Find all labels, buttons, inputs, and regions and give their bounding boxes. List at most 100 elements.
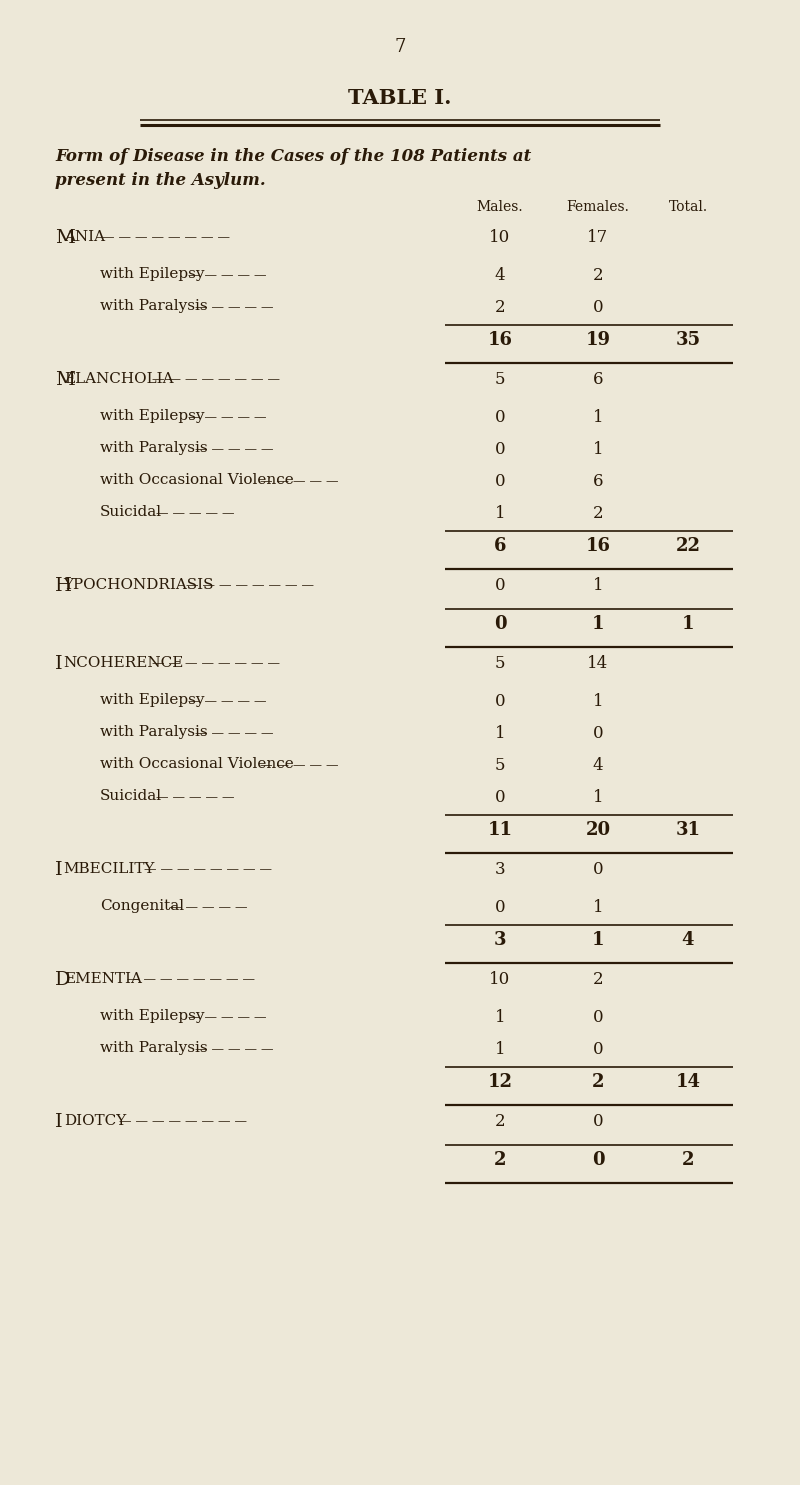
Text: 17: 17: [587, 229, 609, 247]
Text: — — — — — — — —: — — — — — — — —: [102, 232, 230, 244]
Text: 0: 0: [593, 861, 603, 878]
Text: 1: 1: [494, 725, 506, 742]
Text: 0: 0: [494, 408, 506, 426]
Text: 1: 1: [593, 441, 603, 457]
Text: with Epilepsy: with Epilepsy: [100, 267, 205, 281]
Text: Suicidal: Suicidal: [100, 789, 162, 803]
Text: 14: 14: [675, 1074, 701, 1091]
Text: with Paralysis: with Paralysis: [100, 441, 208, 454]
Text: D: D: [55, 971, 70, 989]
Text: 14: 14: [587, 655, 609, 673]
Text: 2: 2: [682, 1151, 694, 1169]
Text: 4: 4: [494, 267, 506, 284]
Text: 2: 2: [494, 1112, 506, 1130]
Text: 16: 16: [586, 538, 610, 555]
Text: 3: 3: [494, 931, 506, 949]
Text: with Occasional Violence: with Occasional Violence: [100, 757, 294, 771]
Text: — — — — —: — — — — —: [189, 1011, 267, 1025]
Text: ELANCHOLIA: ELANCHOLIA: [64, 373, 173, 386]
Text: I: I: [55, 861, 62, 879]
Text: 0: 0: [592, 1151, 604, 1169]
Text: — — — — — — — —: — — — — — — — —: [119, 1115, 247, 1129]
Text: — — — — —: — — — — —: [156, 792, 234, 803]
Text: 6: 6: [593, 371, 603, 388]
Text: M: M: [55, 371, 75, 389]
Text: — — — — — — — —: — — — — — — — —: [127, 973, 255, 986]
Text: 0: 0: [593, 1008, 603, 1026]
Text: 31: 31: [675, 821, 701, 839]
Text: 1: 1: [682, 615, 694, 633]
Text: H: H: [55, 578, 72, 595]
Text: 2: 2: [494, 298, 506, 316]
Text: with Epilepsy: with Epilepsy: [100, 1008, 205, 1023]
Text: — — — — —: — — — — —: [195, 728, 274, 740]
Text: 1: 1: [592, 931, 604, 949]
Text: — — — — —: — — — — —: [189, 695, 267, 708]
Text: 5: 5: [494, 757, 506, 774]
Text: Males.: Males.: [477, 200, 523, 214]
Text: 7: 7: [394, 39, 406, 56]
Text: 5: 5: [494, 655, 506, 673]
Text: 12: 12: [487, 1074, 513, 1091]
Text: 2: 2: [593, 971, 603, 988]
Text: 6: 6: [494, 538, 506, 555]
Text: 2: 2: [592, 1074, 604, 1091]
Text: — — — — — — — —: — — — — — — — —: [186, 579, 314, 593]
Text: 0: 0: [593, 298, 603, 316]
Text: 0: 0: [494, 474, 506, 490]
Text: 10: 10: [490, 971, 510, 988]
Text: with Paralysis: with Paralysis: [100, 298, 208, 313]
Text: 1: 1: [593, 898, 603, 916]
Text: with Occasional Violence: with Occasional Violence: [100, 474, 294, 487]
Text: 1: 1: [593, 693, 603, 710]
Text: 2: 2: [494, 1151, 506, 1169]
Text: 11: 11: [487, 821, 513, 839]
Text: Total.: Total.: [669, 200, 707, 214]
Text: — — — — —: — — — — —: [195, 1042, 274, 1056]
Text: Suicidal: Suicidal: [100, 505, 162, 518]
Text: 1: 1: [494, 505, 506, 523]
Text: M: M: [55, 229, 75, 247]
Text: 0: 0: [494, 898, 506, 916]
Text: — — — — —: — — — — —: [189, 269, 267, 282]
Text: — — — — —: — — — — —: [195, 301, 274, 313]
Text: 35: 35: [675, 331, 701, 349]
Text: — — — — — — — —: — — — — — — — —: [152, 656, 280, 670]
Text: 0: 0: [593, 725, 603, 742]
Text: present in the Asylum.: present in the Asylum.: [55, 172, 266, 189]
Text: — — — — — — — —: — — — — — — — —: [152, 373, 280, 386]
Text: — — — — — — — —: — — — — — — — —: [144, 863, 272, 876]
Text: with Paralysis: with Paralysis: [100, 725, 208, 740]
Text: 1: 1: [494, 1041, 506, 1057]
Text: 19: 19: [586, 331, 610, 349]
Text: 1: 1: [593, 789, 603, 806]
Text: 0: 0: [494, 441, 506, 457]
Text: 1: 1: [592, 615, 604, 633]
Text: I: I: [55, 655, 62, 673]
Text: — — — — —: — — — — —: [260, 475, 338, 489]
Text: Congenital: Congenital: [100, 898, 184, 913]
Text: 1: 1: [593, 408, 603, 426]
Text: 0: 0: [593, 1112, 603, 1130]
Text: 22: 22: [675, 538, 701, 555]
Text: NCOHERENCE: NCOHERENCE: [64, 656, 184, 670]
Text: 4: 4: [682, 931, 694, 949]
Text: with Paralysis: with Paralysis: [100, 1041, 208, 1054]
Text: 2: 2: [593, 505, 603, 523]
Text: ANIA: ANIA: [64, 230, 105, 244]
Text: 0: 0: [494, 578, 506, 594]
Text: 20: 20: [586, 821, 610, 839]
Text: — — — — —: — — — — —: [156, 506, 234, 520]
Text: 2: 2: [593, 267, 603, 284]
Text: 1: 1: [494, 1008, 506, 1026]
Text: 0: 0: [494, 615, 506, 633]
Text: DIOTCY: DIOTCY: [64, 1114, 126, 1129]
Text: Females.: Females.: [566, 200, 630, 214]
Text: 10: 10: [490, 229, 510, 247]
Text: 16: 16: [487, 331, 513, 349]
Text: — — — — —: — — — — —: [260, 759, 338, 772]
Text: TABLE I.: TABLE I.: [348, 88, 452, 108]
Text: 1: 1: [593, 578, 603, 594]
Text: — — — — —: — — — — —: [169, 901, 247, 913]
Text: EMENTIA: EMENTIA: [64, 973, 142, 986]
